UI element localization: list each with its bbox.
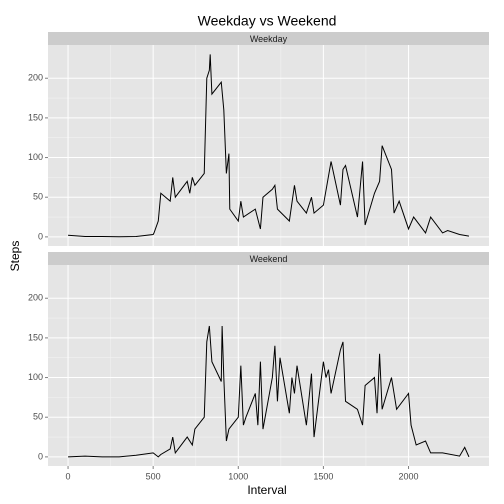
- data-line: [68, 325, 470, 458]
- strip: [48, 252, 489, 265]
- y-tick-label: 50: [33, 192, 43, 202]
- y-tick-label: 0: [38, 451, 43, 461]
- panel-background: [48, 45, 489, 246]
- x-tick-label: 1500: [313, 471, 333, 481]
- y-tick-label: 0: [38, 231, 43, 241]
- panel-background: [48, 265, 489, 466]
- y-tick-label: 200: [28, 73, 43, 83]
- x-tick-label: 2000: [399, 471, 419, 481]
- x-axis-label: Interval: [247, 483, 286, 497]
- y-tick-label: 150: [28, 332, 43, 342]
- x-tick-label: 0: [66, 471, 71, 481]
- y-tick-label: 50: [33, 412, 43, 422]
- y-tick-label: 100: [28, 152, 43, 162]
- y-tick-label: 150: [28, 112, 43, 122]
- y-axis-label: Steps: [8, 241, 22, 272]
- x-tick-label: 500: [146, 471, 161, 481]
- strip-label: Weekday: [250, 34, 288, 44]
- y-tick-label: 100: [28, 372, 43, 382]
- x-tick-label: 1000: [228, 471, 248, 481]
- y-tick-label: 200: [28, 293, 43, 303]
- strip-label: Weekend: [250, 254, 288, 264]
- data-line: [68, 54, 470, 238]
- strip: [48, 32, 489, 45]
- chart-title: Weekday vs Weekend: [198, 13, 337, 29]
